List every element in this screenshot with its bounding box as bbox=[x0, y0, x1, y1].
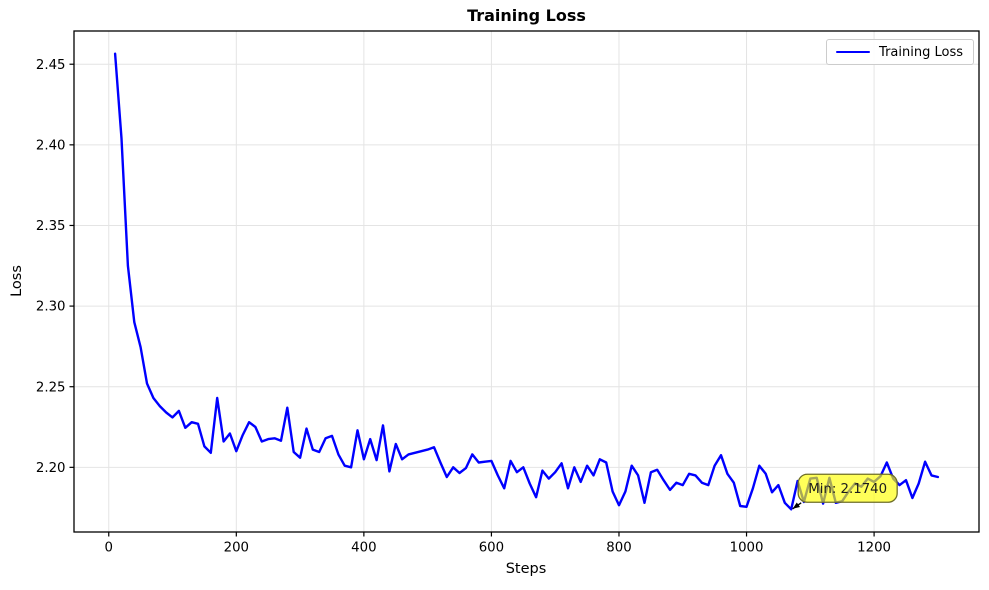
x-tick-label: 1000 bbox=[730, 541, 764, 556]
y-tick-label: 2.25 bbox=[36, 380, 66, 395]
legend: Training Loss bbox=[826, 39, 974, 65]
x-axis-label: Steps bbox=[505, 561, 547, 577]
chart-title: Training Loss bbox=[467, 6, 586, 25]
y-tick-label: 2.20 bbox=[36, 461, 66, 476]
training-loss-line bbox=[113, 52, 940, 511]
x-tick-label: 1200 bbox=[857, 541, 891, 556]
x-tick-label: 800 bbox=[606, 541, 631, 556]
y-tick-label: 2.45 bbox=[36, 58, 66, 73]
legend-label: Training Loss bbox=[879, 44, 963, 60]
x-tick-label: 0 bbox=[105, 541, 113, 556]
annotation-box bbox=[797, 473, 898, 503]
y-axis-label: Loss bbox=[9, 265, 25, 297]
x-tick-label: 200 bbox=[224, 541, 249, 556]
y-tick-label: 2.30 bbox=[36, 300, 66, 315]
annotation-arrowhead-icon bbox=[792, 502, 801, 509]
y-tick-label: 2.35 bbox=[36, 219, 66, 234]
axes-spines bbox=[73, 30, 980, 533]
annotation-text: Min: 2.1740 bbox=[808, 482, 887, 497]
x-tick-label: 400 bbox=[351, 541, 376, 556]
y-tick-label: 2.40 bbox=[36, 138, 66, 153]
x-tick-label: 600 bbox=[479, 541, 504, 556]
legend-line-sample-icon bbox=[836, 50, 871, 54]
